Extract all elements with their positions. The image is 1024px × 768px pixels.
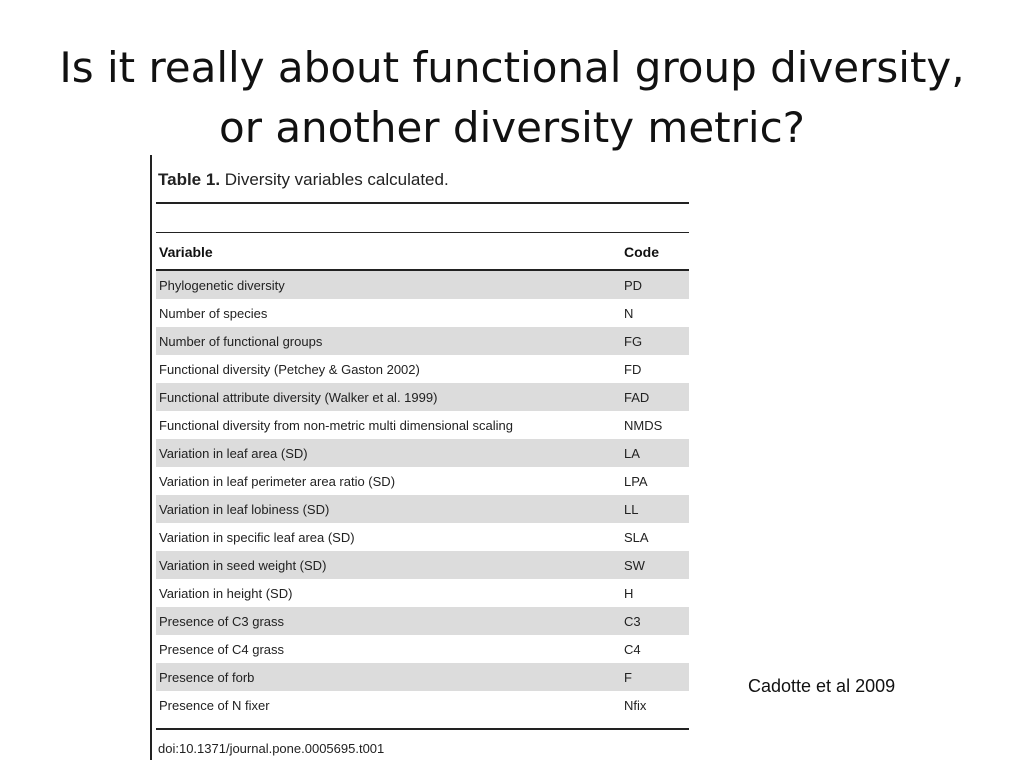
cell-code: Nfix bbox=[624, 698, 647, 713]
cell-variable: Variation in specific leaf area (SD) bbox=[159, 530, 355, 545]
citation: Cadotte et al 2009 bbox=[748, 676, 896, 696]
table-row: Variation in specific leaf area (SD) SLA bbox=[156, 523, 689, 551]
cell-variable: Functional diversity (Petchey & Gaston 2… bbox=[159, 362, 420, 377]
table-row: Functional diversity (Petchey & Gaston 2… bbox=[156, 355, 689, 383]
table-row: Variation in leaf perimeter area ratio (… bbox=[156, 467, 689, 495]
cell-code: F bbox=[624, 670, 632, 685]
table-row: Variation in leaf area (SD) LA bbox=[156, 439, 689, 467]
table-row: Functional diversity from non-metric mul… bbox=[156, 411, 689, 439]
cell-variable: Number of functional groups bbox=[159, 334, 323, 349]
table-row: Phylogenetic diversity PD bbox=[156, 271, 689, 299]
slide-title: Is it really about functional group dive… bbox=[0, 38, 1024, 158]
slide-title-line-2: or another diversity metric? bbox=[219, 103, 805, 152]
cell-variable: Presence of C4 grass bbox=[159, 642, 285, 657]
table-caption-text: Diversity variables calculated. bbox=[220, 170, 449, 189]
table-row: Presence of C3 grass C3 bbox=[156, 607, 689, 635]
cell-variable: Number of species bbox=[159, 306, 268, 321]
table-row: Number of species N bbox=[156, 299, 689, 327]
table-top-rule bbox=[156, 202, 689, 204]
cell-code: H bbox=[624, 586, 634, 601]
table-row: Functional attribute diversity (Walker e… bbox=[156, 383, 689, 411]
slide-title-line-1: Is it really about functional group dive… bbox=[59, 43, 965, 92]
table-row: Presence of forb F bbox=[156, 663, 689, 691]
table-header-top-rule bbox=[156, 232, 689, 233]
cell-variable: Functional attribute diversity (Walker e… bbox=[159, 390, 438, 405]
table-caption: Table 1. Diversity variables calculated. bbox=[158, 170, 449, 190]
cell-code: NMDS bbox=[624, 418, 663, 433]
cell-code: C3 bbox=[624, 614, 641, 629]
table-bottom-rule bbox=[156, 728, 689, 730]
cell-variable: Variation in height (SD) bbox=[159, 586, 293, 601]
cell-code: LPA bbox=[624, 474, 648, 489]
cell-code: FD bbox=[624, 362, 642, 377]
table-row: Presence of C4 grass C4 bbox=[156, 635, 689, 663]
table-header-bottom-rule bbox=[156, 269, 689, 271]
table-row: Number of functional groups FG bbox=[156, 327, 689, 355]
cell-code: LL bbox=[624, 502, 639, 517]
table-row: Variation in leaf lobiness (SD) LL bbox=[156, 495, 689, 523]
cell-code: FAD bbox=[624, 390, 650, 405]
cell-code: SLA bbox=[624, 530, 649, 545]
table-figure: Table 1. Diversity variables calculated.… bbox=[150, 155, 692, 760]
table-header-row: Variable Code bbox=[156, 239, 689, 267]
table-row: Variation in seed weight (SD) SW bbox=[156, 551, 689, 579]
table-doi: doi:10.1371/journal.pone.0005695.t001 bbox=[158, 741, 385, 756]
table-caption-label: Table 1. bbox=[158, 170, 221, 189]
cell-variable: Presence of C3 grass bbox=[159, 614, 285, 629]
table-row: Variation in height (SD) H bbox=[156, 579, 689, 607]
cell-variable: Phylogenetic diversity bbox=[159, 278, 285, 293]
table-row: Presence of N fixer Nfix bbox=[156, 691, 689, 719]
cell-code: FG bbox=[624, 334, 643, 349]
cell-code: SW bbox=[624, 558, 645, 573]
cell-code: PD bbox=[624, 278, 643, 293]
cell-variable: Functional diversity from non-metric mul… bbox=[159, 418, 514, 433]
header-code: Code bbox=[624, 244, 659, 260]
cell-variable: Presence of N fixer bbox=[159, 698, 270, 713]
cell-variable: Variation in leaf area (SD) bbox=[159, 446, 308, 461]
header-variable: Variable bbox=[159, 244, 213, 260]
cell-variable: Variation in leaf perimeter area ratio (… bbox=[159, 474, 396, 489]
cell-code: LA bbox=[624, 446, 640, 461]
cell-code: C4 bbox=[624, 642, 641, 657]
cell-variable: Presence of forb bbox=[159, 670, 255, 685]
cell-variable: Variation in seed weight (SD) bbox=[159, 558, 327, 573]
cell-variable: Variation in leaf lobiness (SD) bbox=[159, 502, 330, 517]
table-body: Phylogenetic diversity PD Number of specie… bbox=[156, 271, 689, 719]
cell-code: N bbox=[624, 306, 634, 321]
